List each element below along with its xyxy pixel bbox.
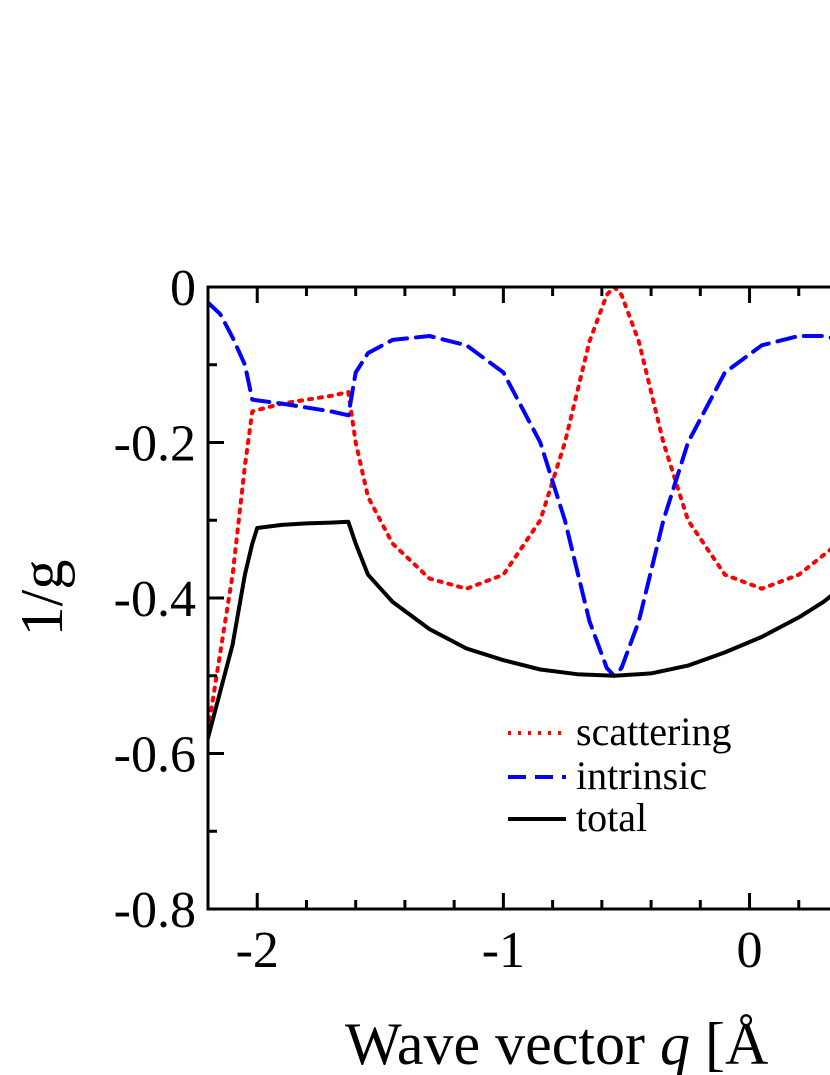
x-tick-label: -2 xyxy=(236,922,279,979)
y-tick-label: -0.2 xyxy=(114,416,196,473)
x-tick-label: -1 xyxy=(482,922,525,979)
series-line-scattering xyxy=(208,287,830,733)
y-tick-label: -0.4 xyxy=(114,571,196,628)
legend-label-scattering: scattering xyxy=(576,709,732,754)
series-line-intrinsic xyxy=(208,300,830,678)
ticks-layer: -2 -1 0 0 -0.2 -0.4 -0.6 -0.8 xyxy=(114,260,801,979)
x-axis-title: Wave vector q [Å xyxy=(345,1011,768,1075)
y-tick-label: 0 xyxy=(170,260,196,317)
y-tick-label: -0.6 xyxy=(114,727,196,784)
legend-label-intrinsic: intrinsic xyxy=(576,753,707,798)
x-axis-title-variable: q xyxy=(660,1011,690,1075)
series-layer xyxy=(208,287,830,740)
x-tick-label: 0 xyxy=(737,922,763,979)
x-axis-title-unit: [Å xyxy=(690,1011,768,1075)
plot-frame xyxy=(206,285,830,911)
x-axis-title-prefix: Wave vector xyxy=(345,1011,660,1075)
legend: scattering intrinsic total xyxy=(508,709,732,840)
series-line-total xyxy=(208,519,830,740)
legend-label-total: total xyxy=(576,795,647,840)
y-axis-title: 1/g xyxy=(9,560,75,637)
y-tick-label: -0.8 xyxy=(114,882,196,939)
